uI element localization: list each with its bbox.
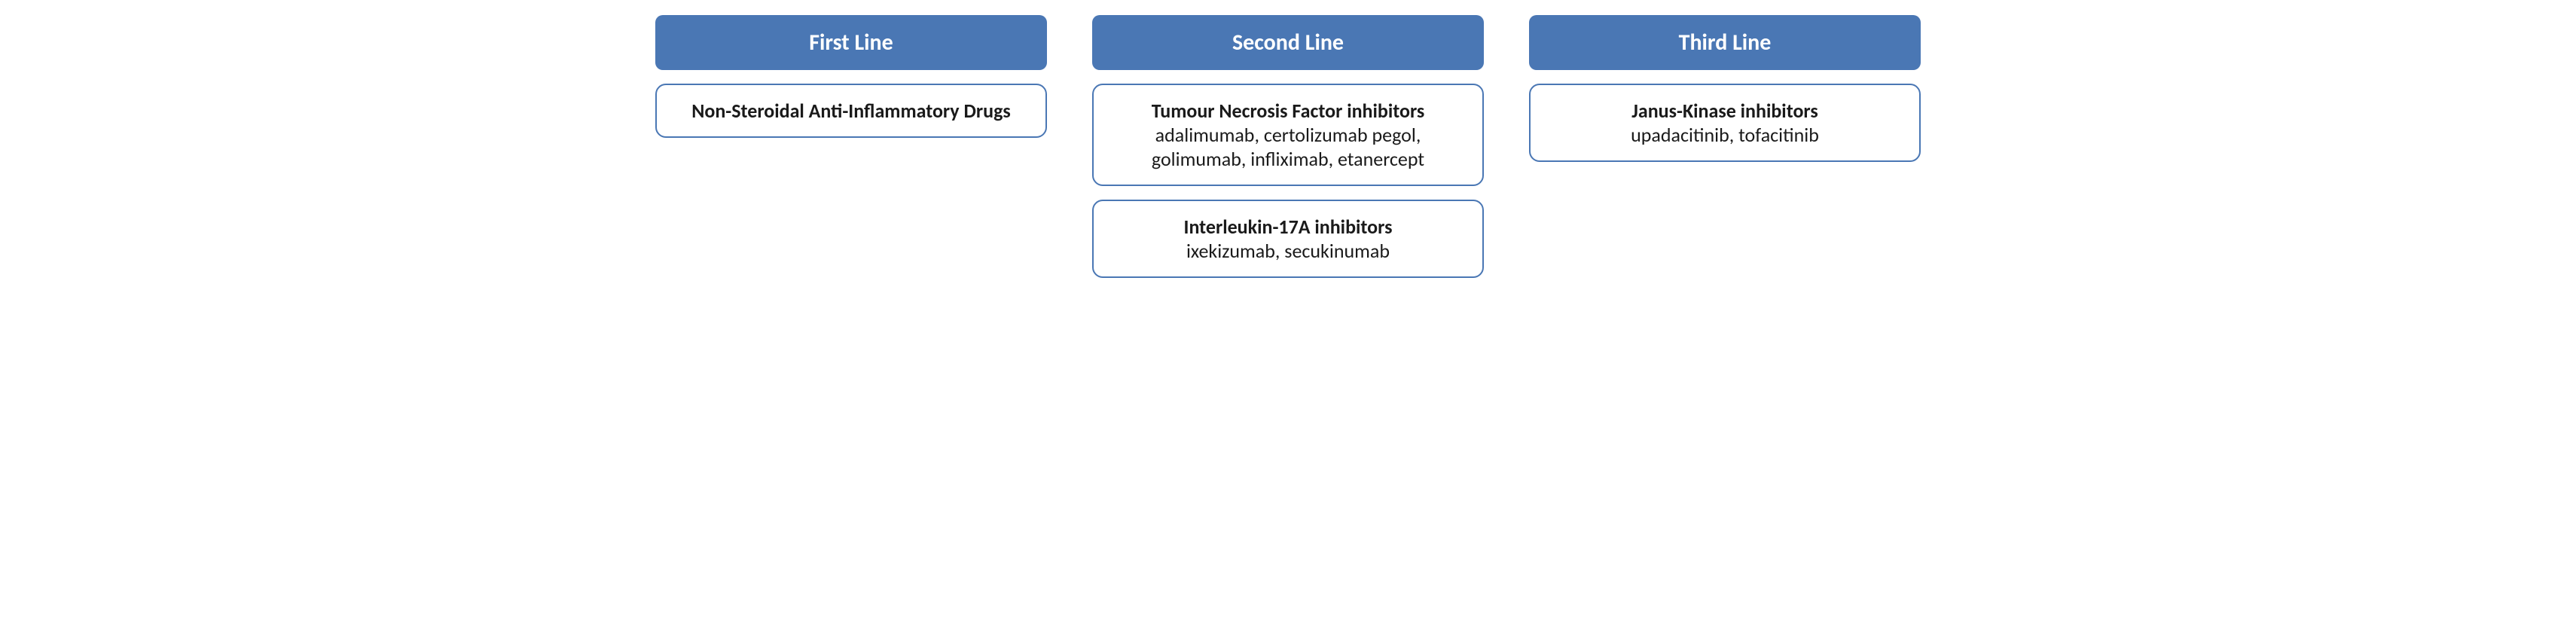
card-tnf-inhibitors: Tumour Necrosis Factor inhibitors adalim…	[1092, 84, 1484, 186]
card-body: upadacitinib, tofacitinib	[1546, 123, 1904, 147]
card-title: Non-Steroidal Anti-Inflammatory Drugs	[672, 99, 1030, 123]
card-body: ixekizumab, secukinumab	[1109, 239, 1467, 263]
card-jak-inhibitors: Janus-Kinase inhibitors upadacitinib, to…	[1529, 84, 1921, 162]
column-third-line: Third Line Janus-Kinase inhibitors upada…	[1529, 15, 1921, 162]
header-third-line: Third Line	[1529, 15, 1921, 70]
treatment-lines-diagram: First Line Non-Steroidal Anti-Inflammato…	[15, 15, 2561, 278]
header-second-line: Second Line	[1092, 15, 1484, 70]
card-il17a-inhibitors: Interleukin-17A inhibitors ixekizumab, s…	[1092, 200, 1484, 278]
column-first-line: First Line Non-Steroidal Anti-Inflammato…	[655, 15, 1047, 138]
header-first-line: First Line	[655, 15, 1047, 70]
column-second-line: Second Line Tumour Necrosis Factor inhib…	[1092, 15, 1484, 278]
card-title: Tumour Necrosis Factor inhibitors	[1109, 99, 1467, 123]
card-nsaid: Non-Steroidal Anti-Inflammatory Drugs	[655, 84, 1047, 138]
card-body: adalimumab, certolizumab pegol, golimuma…	[1109, 123, 1467, 171]
card-title: Interleukin-17A inhibitors	[1109, 215, 1467, 239]
card-title: Janus-Kinase inhibitors	[1546, 99, 1904, 123]
